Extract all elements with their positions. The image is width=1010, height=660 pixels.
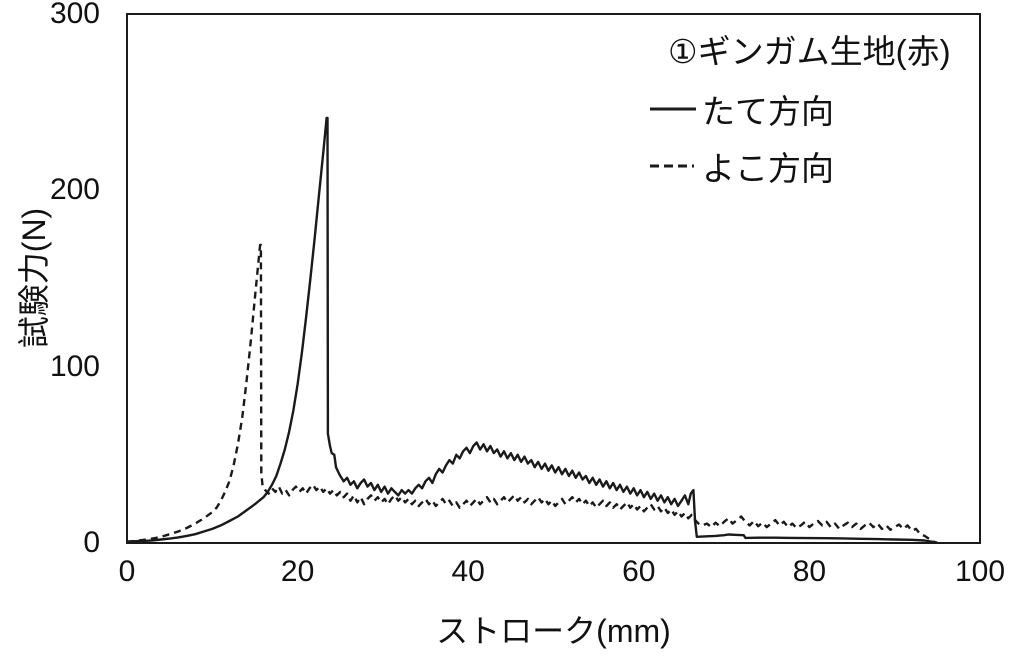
x-tick-label: 80 [792,555,827,588]
legend: ①ギンガム生地(赤) たて方向 よこ方向 [650,24,951,194]
dashed-line-swatch [650,164,694,167]
x-tick-label: 0 [118,555,136,588]
legend-title: ①ギンガム生地(赤) [668,33,951,70]
series-solid-line [126,116,938,544]
x-axis-title: ストローク(mm) [436,613,671,649]
legend-item-yoko: よこ方向 [650,137,951,194]
y-tick-label: 100 [49,349,100,383]
x-tick-label: 60 [622,555,656,588]
legend-item-tate: たて方向 [650,80,951,137]
series-dashed-line [126,243,936,544]
x-tick-label: 20 [280,555,315,588]
x-tick-label: 40 [451,555,485,588]
plot-border [126,13,981,544]
legend-label-tate: たて方向 [702,92,834,130]
y-tick-label: 200 [49,173,100,207]
y-axis-title: 試験力(N) [16,207,52,349]
legend-label-yoko: よこ方向 [702,149,834,187]
y-tick-label: 300 [49,0,100,30]
solid-line-swatch [650,107,696,110]
x-tick-label: 100 [954,555,1006,588]
y-tick-label: 0 [83,526,100,559]
